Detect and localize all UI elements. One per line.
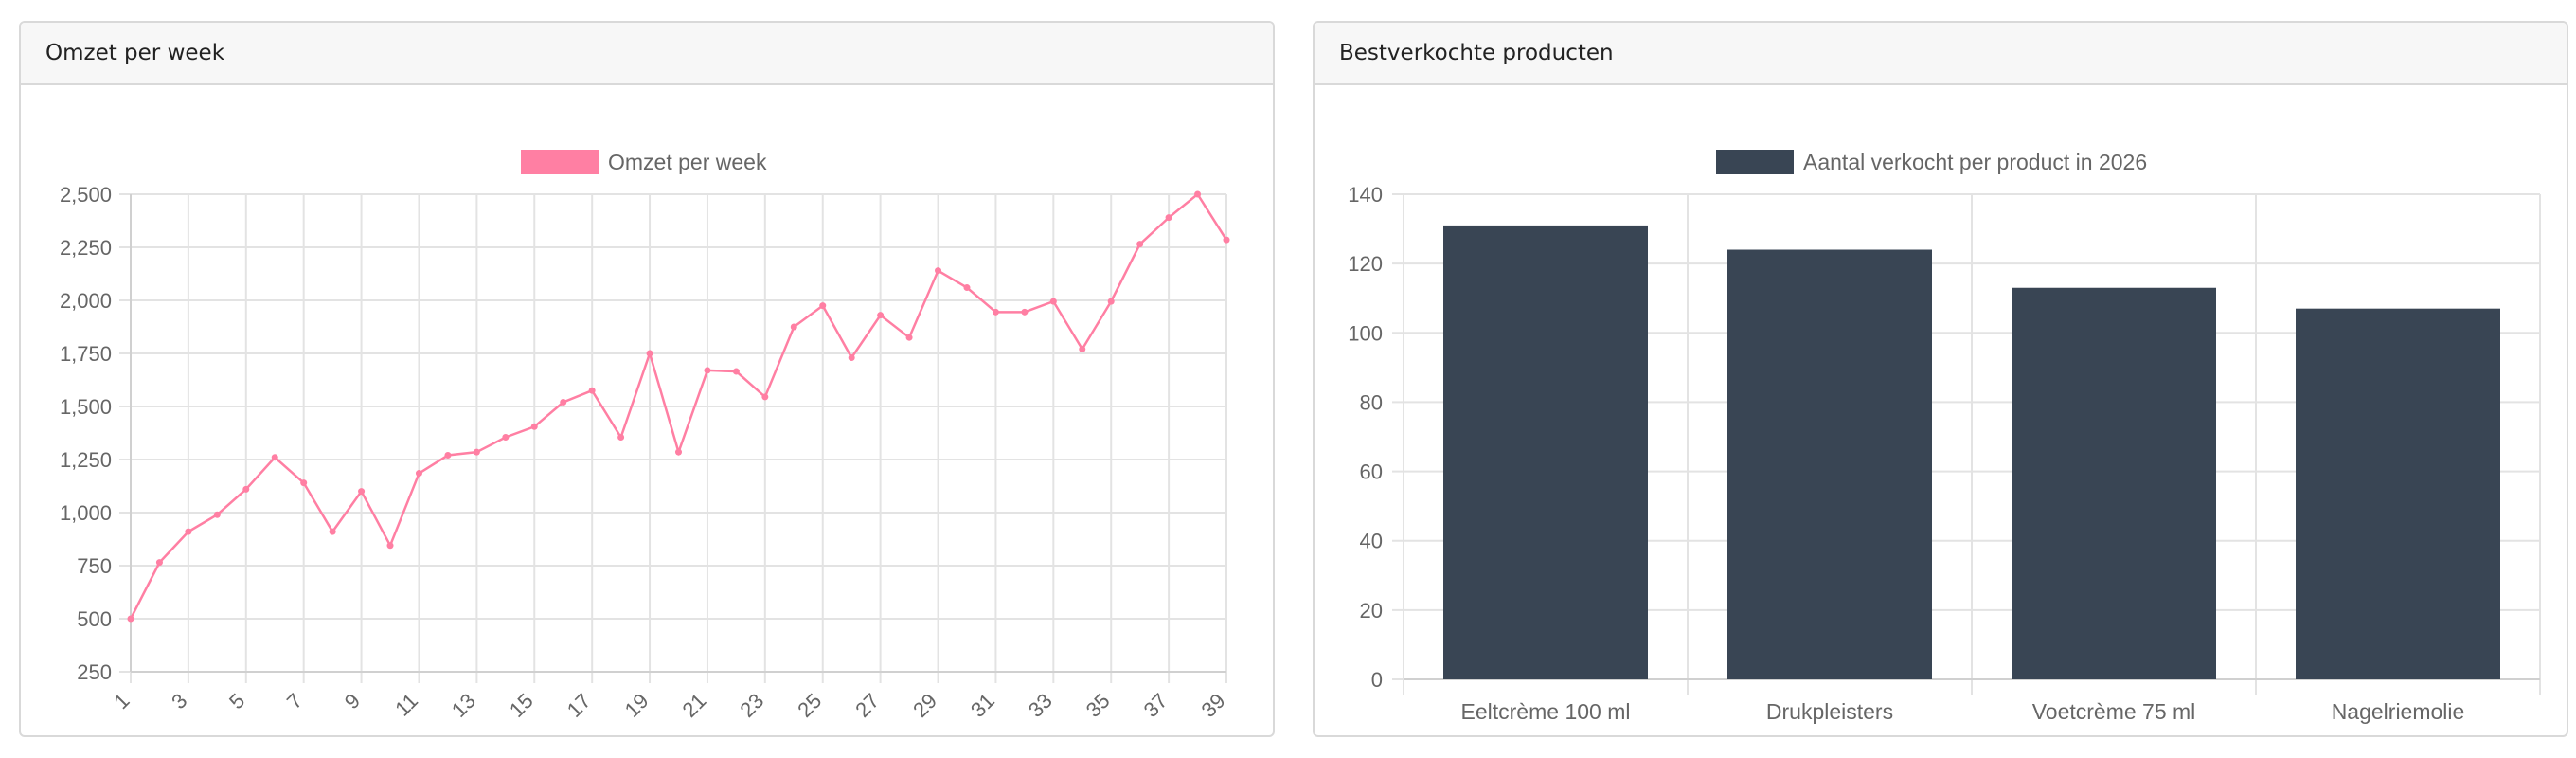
data-point bbox=[877, 312, 885, 319]
x-tick-label: 29 bbox=[908, 689, 941, 722]
bar bbox=[1443, 225, 1648, 679]
data-point bbox=[588, 387, 596, 394]
y-tick-label: 60 bbox=[1360, 460, 1383, 484]
x-tick-label: 13 bbox=[447, 689, 480, 722]
y-tick-label: 100 bbox=[1348, 321, 1383, 345]
data-point bbox=[1021, 308, 1029, 316]
data-point bbox=[790, 323, 797, 331]
legend-swatch bbox=[521, 150, 599, 174]
data-point bbox=[444, 452, 452, 460]
data-point bbox=[185, 528, 192, 535]
best-sellers-panel: Bestverkochte producten Aantal verkocht … bbox=[1313, 21, 2568, 737]
x-category-label: Nagelriemolie bbox=[2332, 699, 2465, 724]
data-point bbox=[358, 488, 366, 496]
data-point bbox=[646, 350, 653, 357]
data-point bbox=[761, 393, 769, 401]
x-tick-label: 3 bbox=[167, 689, 191, 713]
x-tick-label: 11 bbox=[390, 689, 422, 721]
data-point bbox=[1107, 298, 1115, 305]
data-point bbox=[963, 284, 971, 292]
y-tick-label: 80 bbox=[1360, 390, 1383, 414]
data-point bbox=[530, 423, 538, 430]
legend-label: Omzet per week bbox=[608, 150, 767, 174]
y-tick-label: 2,250 bbox=[60, 236, 112, 260]
data-point bbox=[1165, 214, 1172, 222]
y-tick-label: 1,000 bbox=[60, 501, 112, 525]
data-point bbox=[848, 353, 855, 361]
x-tick-label: 9 bbox=[340, 689, 365, 713]
y-tick-label: 750 bbox=[77, 554, 112, 578]
y-tick-label: 140 bbox=[1348, 183, 1383, 207]
bar bbox=[1727, 249, 1932, 679]
data-point bbox=[473, 448, 480, 456]
legend-swatch bbox=[1716, 150, 1794, 174]
data-point bbox=[300, 479, 308, 487]
x-tick-label: 25 bbox=[793, 689, 826, 722]
x-tick-label: 37 bbox=[1139, 689, 1172, 722]
x-category-label: Eeltcrème 100 ml bbox=[1461, 699, 1631, 724]
legend-label: Aantal verkocht per product in 2026 bbox=[1803, 150, 2147, 174]
y-tick-label: 20 bbox=[1360, 599, 1383, 623]
data-point bbox=[242, 485, 250, 493]
data-point bbox=[1194, 190, 1202, 198]
data-point bbox=[213, 511, 221, 518]
x-tick-label: 19 bbox=[620, 689, 653, 722]
x-tick-label: 17 bbox=[563, 689, 596, 722]
x-tick-label: 23 bbox=[735, 689, 768, 722]
data-point bbox=[415, 470, 422, 478]
data-point bbox=[127, 615, 134, 623]
x-tick-label: 27 bbox=[850, 689, 884, 722]
weekly-revenue-panel: Omzet per week Omzet per week 250 500 750 1,… bbox=[19, 21, 1275, 737]
data-point bbox=[992, 308, 999, 316]
data-point bbox=[560, 399, 567, 406]
data-point bbox=[386, 542, 394, 550]
data-point bbox=[819, 302, 827, 310]
bar bbox=[2012, 287, 2216, 679]
y-tick-label: 120 bbox=[1348, 252, 1383, 276]
bar bbox=[2296, 308, 2500, 679]
weekly-revenue-chart: Omzet per week 250 500 750 1,000 1,250 1,500 1,… bbox=[60, 150, 1230, 722]
data-point bbox=[905, 334, 913, 341]
x-tick-label: 21 bbox=[677, 689, 710, 722]
data-point bbox=[732, 368, 740, 375]
x-tick-label: 35 bbox=[1082, 689, 1115, 722]
data-point bbox=[935, 267, 942, 275]
x-tick-label: 39 bbox=[1197, 689, 1230, 722]
data-point bbox=[1049, 298, 1057, 305]
x-tick-label: 1 bbox=[109, 689, 134, 713]
panel-title: Bestverkochte producten bbox=[1315, 23, 2567, 85]
x-category-label: Drukpleisters bbox=[1766, 699, 1893, 724]
data-point bbox=[271, 454, 278, 461]
y-tick-label: 1,250 bbox=[60, 448, 112, 472]
data-point bbox=[155, 559, 163, 567]
y-tick-label: 1,500 bbox=[60, 395, 112, 419]
x-tick-label: 33 bbox=[1024, 689, 1057, 722]
x-tick-label: 15 bbox=[505, 689, 538, 722]
data-point bbox=[1136, 241, 1144, 248]
data-point bbox=[704, 367, 711, 374]
y-tick-label: 2,000 bbox=[60, 289, 112, 313]
y-tick-label: 2,500 bbox=[60, 183, 112, 207]
data-point bbox=[502, 433, 510, 441]
panel-title: Omzet per week bbox=[21, 23, 1273, 85]
data-point bbox=[1079, 346, 1086, 353]
x-tick-label: 5 bbox=[224, 689, 249, 713]
y-tick-label: 40 bbox=[1360, 530, 1383, 553]
x-tick-label: 7 bbox=[282, 689, 307, 713]
y-tick-label: 0 bbox=[1371, 668, 1383, 692]
y-tick-label: 250 bbox=[77, 660, 112, 684]
data-point bbox=[1223, 236, 1230, 244]
y-tick-label: 1,750 bbox=[60, 342, 112, 366]
best-sellers-chart: Aantal verkocht per product in 2026 0 20 40… bbox=[1348, 150, 2541, 724]
data-point bbox=[675, 448, 682, 456]
x-tick-label: 31 bbox=[966, 689, 999, 722]
data-point bbox=[617, 433, 625, 441]
y-tick-label: 500 bbox=[77, 607, 112, 631]
x-category-label: Voetcrème 75 ml bbox=[2032, 699, 2196, 724]
data-point bbox=[329, 528, 336, 535]
